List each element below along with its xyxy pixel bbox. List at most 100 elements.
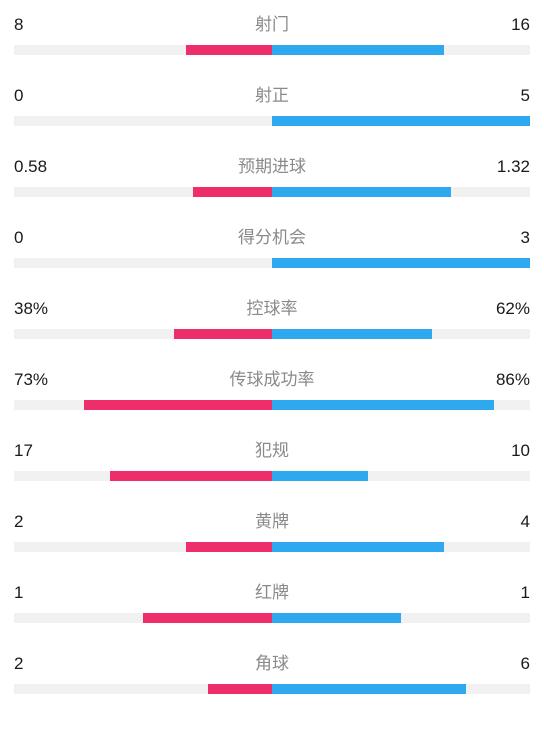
stat-left-value: 2 [14, 654, 54, 674]
stat-right-value: 6 [490, 654, 530, 674]
stat-row: 38% 控球率 62% [14, 294, 530, 339]
stat-bar-left-half [14, 684, 272, 694]
stat-row: 0.58 预期进球 1.32 [14, 152, 530, 197]
stat-bar-right-half [272, 400, 530, 410]
stat-label: 犯规 [54, 436, 490, 461]
stat-bar-left-half [14, 45, 272, 55]
stat-bar-right-half [272, 471, 530, 481]
stat-bar-left-track [14, 258, 272, 268]
stat-bar-left-half [14, 116, 272, 126]
stat-bar-right-half [272, 258, 530, 268]
stat-header: 0 射正 5 [14, 81, 530, 106]
stat-label: 红牌 [54, 578, 490, 603]
stat-bar-right-half [272, 684, 530, 694]
stat-bar-right-fill [272, 258, 530, 268]
stat-bar [14, 471, 530, 481]
stat-right-value: 16 [490, 15, 530, 35]
stat-bar [14, 613, 530, 623]
stat-left-value: 2 [14, 512, 54, 532]
stat-bar-left-fill [186, 542, 272, 552]
stat-bar-left-half [14, 187, 272, 197]
stat-row: 1 红牌 1 [14, 578, 530, 623]
stat-row: 2 黄牌 4 [14, 507, 530, 552]
stat-left-value: 38% [14, 299, 54, 319]
stat-label: 黄牌 [54, 507, 490, 532]
stat-bar-right-half [272, 187, 530, 197]
stat-left-value: 73% [14, 370, 54, 390]
stat-bar-right-half [272, 542, 530, 552]
stat-bar-left-half [14, 400, 272, 410]
stat-row: 0 得分机会 3 [14, 223, 530, 268]
stat-right-value: 10 [490, 441, 530, 461]
stat-bar-right-fill [272, 613, 401, 623]
stat-left-value: 0.58 [14, 157, 54, 177]
stat-bar-right-fill [272, 45, 444, 55]
stat-bar [14, 400, 530, 410]
stat-header: 17 犯规 10 [14, 436, 530, 461]
stat-bar-right-fill [272, 187, 451, 197]
stat-header: 38% 控球率 62% [14, 294, 530, 319]
stat-bar-right-fill [272, 116, 530, 126]
stat-right-value: 1.32 [490, 157, 530, 177]
stat-bar-right-half [272, 613, 530, 623]
stat-bar-left-half [14, 471, 272, 481]
stat-header: 0 得分机会 3 [14, 223, 530, 248]
stat-right-value: 62% [490, 299, 530, 319]
stat-bar-left-half [14, 613, 272, 623]
stat-bar [14, 116, 530, 126]
stat-bar [14, 187, 530, 197]
stat-row: 0 射正 5 [14, 81, 530, 126]
stat-row: 17 犯规 10 [14, 436, 530, 481]
stat-header: 2 黄牌 4 [14, 507, 530, 532]
stat-bar [14, 329, 530, 339]
stat-bar-left-track [14, 116, 272, 126]
stat-right-value: 4 [490, 512, 530, 532]
stat-right-value: 86% [490, 370, 530, 390]
stat-left-value: 0 [14, 86, 54, 106]
stat-bar-left-half [14, 258, 272, 268]
stat-bar [14, 542, 530, 552]
stat-bar-left-half [14, 542, 272, 552]
stat-bar-left-fill [193, 187, 272, 197]
stat-left-value: 17 [14, 441, 54, 461]
stat-left-value: 0 [14, 228, 54, 248]
stat-label: 得分机会 [54, 223, 490, 248]
stat-bar-right-half [272, 329, 530, 339]
stats-list: 8 射门 16 0 射正 5 [14, 10, 530, 694]
stat-bar-left-half [14, 329, 272, 339]
stat-row: 73% 传球成功率 86% [14, 365, 530, 410]
stat-row: 2 角球 6 [14, 649, 530, 694]
stat-row: 8 射门 16 [14, 10, 530, 55]
stat-bar-left-fill [143, 613, 272, 623]
stat-bar-right-fill [272, 471, 368, 481]
stat-header: 0.58 预期进球 1.32 [14, 152, 530, 177]
stat-bar [14, 684, 530, 694]
stat-bar-right-half [272, 116, 530, 126]
stat-bar-right-fill [272, 542, 444, 552]
stat-bar-left-fill [186, 45, 272, 55]
stat-header: 2 角球 6 [14, 649, 530, 674]
stat-bar-left-fill [208, 684, 273, 694]
stat-bar-right-fill [272, 684, 466, 694]
stat-header: 8 射门 16 [14, 10, 530, 35]
stat-header: 1 红牌 1 [14, 578, 530, 603]
stat-right-value: 1 [490, 583, 530, 603]
stat-bar-right-half [272, 45, 530, 55]
stat-bar-left-fill [174, 329, 272, 339]
stat-bar [14, 258, 530, 268]
stat-label: 预期进球 [54, 152, 490, 177]
stat-right-value: 3 [490, 228, 530, 248]
stat-left-value: 8 [14, 15, 54, 35]
stat-label: 射门 [54, 10, 490, 35]
stat-label: 控球率 [54, 294, 490, 319]
stat-bar [14, 45, 530, 55]
stat-label: 射正 [54, 81, 490, 106]
stat-left-value: 1 [14, 583, 54, 603]
stat-right-value: 5 [490, 86, 530, 106]
stat-header: 73% 传球成功率 86% [14, 365, 530, 390]
stat-label: 角球 [54, 649, 490, 674]
stat-bar-right-fill [272, 400, 494, 410]
stat-bar-right-fill [272, 329, 432, 339]
stat-label: 传球成功率 [54, 365, 490, 390]
stat-bar-left-fill [84, 400, 272, 410]
